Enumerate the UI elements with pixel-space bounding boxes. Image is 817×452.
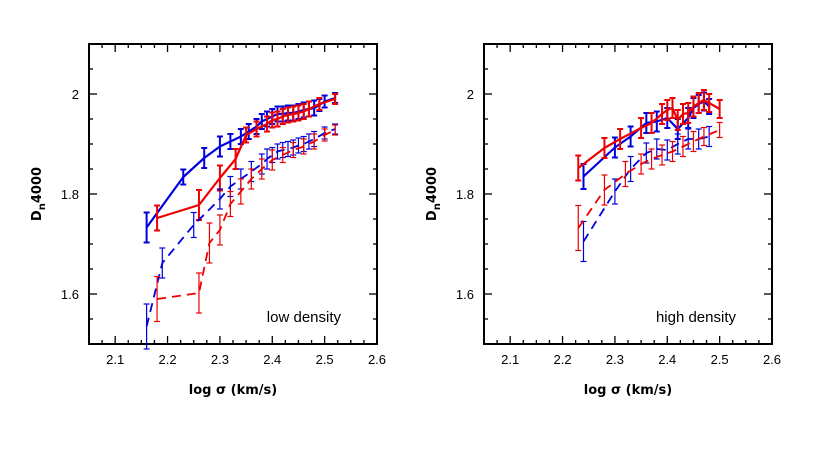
- y-axis-label: Dn4000: [30, 167, 48, 221]
- y-tick-label: 1.6: [61, 287, 79, 302]
- y-axis-label-main: D: [30, 210, 45, 221]
- x-axis-label: log σ (km/s): [584, 383, 672, 398]
- series-line: [145, 128, 336, 327]
- y-axis-label-sub: n: [432, 203, 443, 210]
- x-axis-label: log σ (km/s): [189, 383, 277, 398]
- plot-frame: [483, 43, 773, 345]
- x-tick-label: 2.1: [106, 352, 124, 367]
- series-line: [156, 129, 336, 300]
- x-tick-label: 2.3: [606, 352, 624, 367]
- y-axis-label-sub: n: [37, 203, 48, 210]
- panel-annotation: low density: [267, 309, 342, 326]
- x-tick-label: 2.5: [316, 352, 334, 367]
- y-axis-label: Dn4000: [425, 167, 443, 221]
- y-tick-label: 1.6: [456, 287, 474, 302]
- x-tick-label: 2.4: [263, 352, 281, 367]
- y-tick-label: 2: [467, 87, 474, 102]
- series-line: [577, 98, 721, 169]
- panel-low-density: 2.1 2.2 2.3 2.4 2.5 2.6 1.6 1.8 2 log σ (km/s) Dn4…: [30, 43, 386, 398]
- y-axis-label-rest: 4000: [30, 167, 45, 203]
- y-tick-label: 1.8: [61, 187, 79, 202]
- x-tick-label: 2.5: [711, 352, 729, 367]
- y-tick-label: 2: [72, 87, 79, 102]
- panel-high-density: 2.1 2.2 2.3 2.4 2.5 2.6 1.6 1.8 2 log σ (km/s) Dn4…: [425, 43, 781, 398]
- x-tick-label: 2.3: [211, 352, 229, 367]
- x-tick-label: 2.4: [658, 352, 676, 367]
- panel-annotation: high density: [656, 309, 737, 326]
- y-axis-label-main: D: [425, 210, 440, 221]
- x-tick-label: 2.6: [368, 352, 386, 367]
- y-axis-label-rest: 4000: [425, 167, 440, 203]
- x-tick-label: 2.2: [159, 352, 177, 367]
- x-tick-label: 2.6: [763, 352, 781, 367]
- x-tick-label: 2.1: [501, 352, 519, 367]
- y-tick-label: 1.8: [456, 187, 474, 202]
- x-tick-label: 2.2: [554, 352, 572, 367]
- plot-frame: [88, 43, 378, 345]
